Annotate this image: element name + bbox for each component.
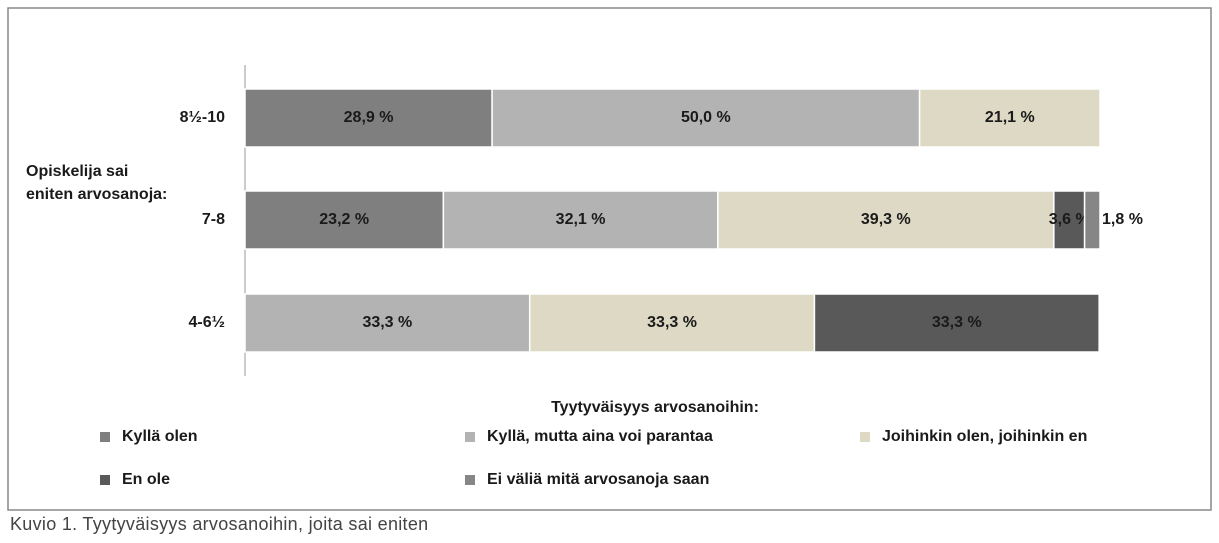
bar-segment bbox=[244, 190, 445, 250]
data-label: 39,3 % bbox=[861, 211, 911, 228]
bar-segment bbox=[1053, 190, 1086, 250]
bar-segment bbox=[918, 88, 1101, 148]
chart-frame bbox=[7, 7, 1212, 511]
legend-label: Ei väliä mitä arvosanoja saan bbox=[487, 471, 709, 488]
bar-segment bbox=[244, 293, 531, 353]
legend-swatch bbox=[100, 432, 110, 442]
y-tick-label: 8½-10 bbox=[180, 109, 225, 126]
bar-segment bbox=[244, 88, 493, 148]
data-label: 50,0 % bbox=[681, 109, 731, 126]
bar-segment bbox=[528, 293, 816, 353]
data-label: 33,3 % bbox=[932, 314, 982, 331]
data-label: 33,3 % bbox=[362, 314, 412, 331]
legend-swatch bbox=[465, 475, 475, 485]
legend-label: Kyllä, mutta aina voi parantaa bbox=[487, 428, 713, 445]
legend-swatch bbox=[100, 475, 110, 485]
bar-segment bbox=[1083, 190, 1101, 250]
data-label: 1,8 % bbox=[1102, 211, 1143, 228]
data-label: 21,1 % bbox=[985, 109, 1035, 126]
data-label: 3,6 % bbox=[1049, 211, 1090, 228]
legend-swatch bbox=[860, 432, 870, 442]
x-axis-label: Tyytyväisyys arvosanoihin: bbox=[551, 399, 759, 416]
bar-segment bbox=[813, 293, 1100, 353]
data-label: 23,2 % bbox=[319, 211, 369, 228]
legend-label: Kyllä olen bbox=[122, 428, 198, 445]
legend-label: En ole bbox=[122, 471, 170, 488]
bar-segment bbox=[717, 190, 1055, 250]
y-tick-label: 7-8 bbox=[202, 211, 225, 228]
legend-swatch bbox=[465, 432, 475, 442]
caption: Kuvio 1. Tyytyväisyys arvosanoihin, joit… bbox=[10, 514, 429, 534]
legend-label: Joihinkin olen, joihinkin en bbox=[882, 428, 1087, 445]
y-axis-label: Opiskelija sai eniten arvosanoja: bbox=[26, 163, 168, 203]
y-tick-label: 4-6½ bbox=[189, 314, 225, 331]
data-label: 32,1 % bbox=[556, 211, 606, 228]
data-label: 28,9 % bbox=[344, 109, 394, 126]
data-label: 33,3 % bbox=[647, 314, 697, 331]
